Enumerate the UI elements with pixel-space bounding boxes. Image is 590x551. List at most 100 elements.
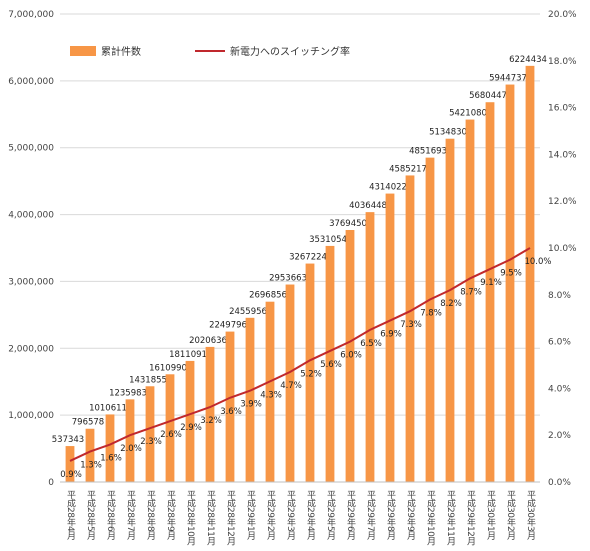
x-tick-label: 平成29年9月 bbox=[405, 490, 416, 541]
line-value-label: 9.1% bbox=[480, 278, 502, 288]
bar bbox=[465, 119, 475, 483]
x-tick-label: 平成29年2月 bbox=[265, 490, 276, 541]
bar-value-label: 1235983 bbox=[109, 388, 147, 398]
switching-rate-line bbox=[69, 247, 531, 462]
y-left-tick-label: 7,000,000 bbox=[8, 10, 54, 20]
line-value-label: 3.6% bbox=[220, 407, 242, 417]
bar-value-label: 1811091 bbox=[169, 350, 207, 360]
x-tick-label: 平成29年11月 bbox=[445, 490, 456, 546]
bar-value-label: 2249796 bbox=[209, 321, 247, 331]
line-value-label: 10.0% bbox=[524, 257, 551, 267]
bar bbox=[185, 360, 195, 482]
bar-value-label: 4036448 bbox=[349, 201, 387, 211]
x-tick-label: 平成28年10月 bbox=[185, 490, 196, 546]
bar bbox=[225, 331, 235, 482]
bar-value-label: 6224434 bbox=[509, 55, 547, 65]
line-value-label: 5.6% bbox=[320, 360, 342, 370]
line-value-label: 4.3% bbox=[260, 390, 282, 400]
line-value-label: 1.6% bbox=[100, 454, 122, 464]
x-tick-label: 平成28年8月 bbox=[145, 490, 156, 541]
line-value-label: 3.2% bbox=[200, 416, 222, 426]
y-right-tick-label: 12.0% bbox=[548, 197, 577, 207]
x-tick-label: 平成30年1月 bbox=[485, 490, 496, 541]
line-value-label: 4.7% bbox=[280, 381, 302, 391]
bar-value-label: 5421080 bbox=[449, 109, 487, 119]
x-tick-label: 平成29年4月 bbox=[305, 490, 316, 541]
line-value-label: 8.7% bbox=[460, 287, 482, 297]
y-left-tick-label: 2,000,000 bbox=[8, 344, 54, 354]
bar-value-label: 5944737 bbox=[489, 74, 527, 84]
x-tick-label: 平成28年5月 bbox=[85, 490, 96, 541]
bar-value-label: 1010611 bbox=[89, 403, 127, 413]
bar-value-label: 1431855 bbox=[129, 375, 167, 385]
bar-value-label: 3769450 bbox=[329, 219, 367, 229]
bar bbox=[425, 157, 435, 482]
bar bbox=[165, 374, 175, 482]
bar bbox=[145, 386, 155, 482]
bar bbox=[325, 245, 335, 482]
bar-value-label: 3531054 bbox=[309, 235, 347, 245]
line-value-label: 6.0% bbox=[340, 351, 362, 361]
bar-value-label: 4585217 bbox=[389, 164, 427, 174]
y-right-tick-label: 20.0% bbox=[548, 10, 577, 20]
x-tick-label: 平成28年12月 bbox=[225, 490, 236, 546]
x-tick-label: 平成29年8月 bbox=[385, 490, 396, 541]
bar bbox=[485, 102, 495, 482]
x-tick-label: 平成29年3月 bbox=[285, 490, 296, 541]
line-value-label: 2.0% bbox=[120, 444, 142, 454]
y-right-tick-label: 2.0% bbox=[548, 431, 571, 441]
bar bbox=[445, 138, 455, 482]
bar bbox=[285, 284, 295, 482]
bar-value-label: 2696856 bbox=[249, 291, 287, 301]
y-left-tick-label: 5,000,000 bbox=[8, 144, 54, 154]
y-right-tick-label: 18.0% bbox=[548, 57, 577, 67]
x-tick-label: 平成30年2月 bbox=[505, 490, 516, 541]
bar bbox=[245, 317, 255, 482]
legend-swatch-bars bbox=[70, 46, 96, 56]
y-right-tick-label: 14.0% bbox=[548, 150, 577, 160]
y-right-tick-label: 4.0% bbox=[548, 384, 571, 394]
line-value-label: 5.2% bbox=[300, 369, 322, 379]
bar-value-label: 2953663 bbox=[269, 274, 307, 284]
legend-label-line: 新電力へのスイッチング率 bbox=[230, 45, 350, 58]
y-left-tick-label: 3,000,000 bbox=[8, 277, 54, 287]
x-tick-label: 平成29年5月 bbox=[325, 490, 336, 541]
x-tick-label: 平成29年6月 bbox=[345, 490, 356, 541]
x-tick-label: 平成29年1月 bbox=[245, 490, 256, 541]
x-tick-label: 平成28年6月 bbox=[105, 490, 116, 541]
line-value-label: 7.3% bbox=[400, 320, 422, 330]
line-value-label: 6.5% bbox=[360, 339, 382, 349]
y-right-tick-label: 10.0% bbox=[548, 244, 577, 254]
line-value-label: 1.3% bbox=[80, 461, 102, 471]
line-value-label: 8.2% bbox=[440, 299, 462, 309]
bar-value-label: 3267224 bbox=[289, 253, 327, 263]
bar-value-label: 5680447 bbox=[469, 91, 507, 101]
x-tick-label: 平成29年12月 bbox=[465, 490, 476, 546]
y-left-tick-label: 6,000,000 bbox=[8, 77, 54, 87]
y-right-tick-label: 16.0% bbox=[548, 104, 577, 114]
bar bbox=[265, 301, 275, 482]
x-tick-label: 平成29年10月 bbox=[425, 490, 436, 546]
y-left-tick-label: 0 bbox=[48, 478, 54, 488]
y-right-tick-label: 6.0% bbox=[548, 338, 571, 348]
x-tick-label: 平成30年3月 bbox=[525, 490, 536, 541]
bar-value-label: 796578 bbox=[72, 418, 104, 428]
y-left-tick-label: 4,000,000 bbox=[8, 211, 54, 221]
bar bbox=[345, 229, 355, 482]
line-value-label: 9.5% bbox=[500, 269, 522, 279]
bar bbox=[105, 414, 115, 482]
bar-value-label: 537343 bbox=[52, 435, 84, 445]
bar bbox=[305, 263, 315, 482]
bar-value-label: 4314022 bbox=[369, 183, 407, 193]
bar bbox=[125, 399, 135, 482]
line-value-label: 2.3% bbox=[140, 437, 162, 447]
bar-value-label: 1610990 bbox=[149, 363, 187, 373]
bar bbox=[505, 84, 515, 482]
line-value-label: 2.6% bbox=[160, 430, 182, 440]
legend-label-bars: 累計件数 bbox=[101, 45, 141, 58]
bar-value-label: 2455956 bbox=[229, 307, 267, 317]
y-right-tick-label: 8.0% bbox=[548, 291, 571, 301]
y-right-tick-label: 0.0% bbox=[548, 478, 571, 488]
